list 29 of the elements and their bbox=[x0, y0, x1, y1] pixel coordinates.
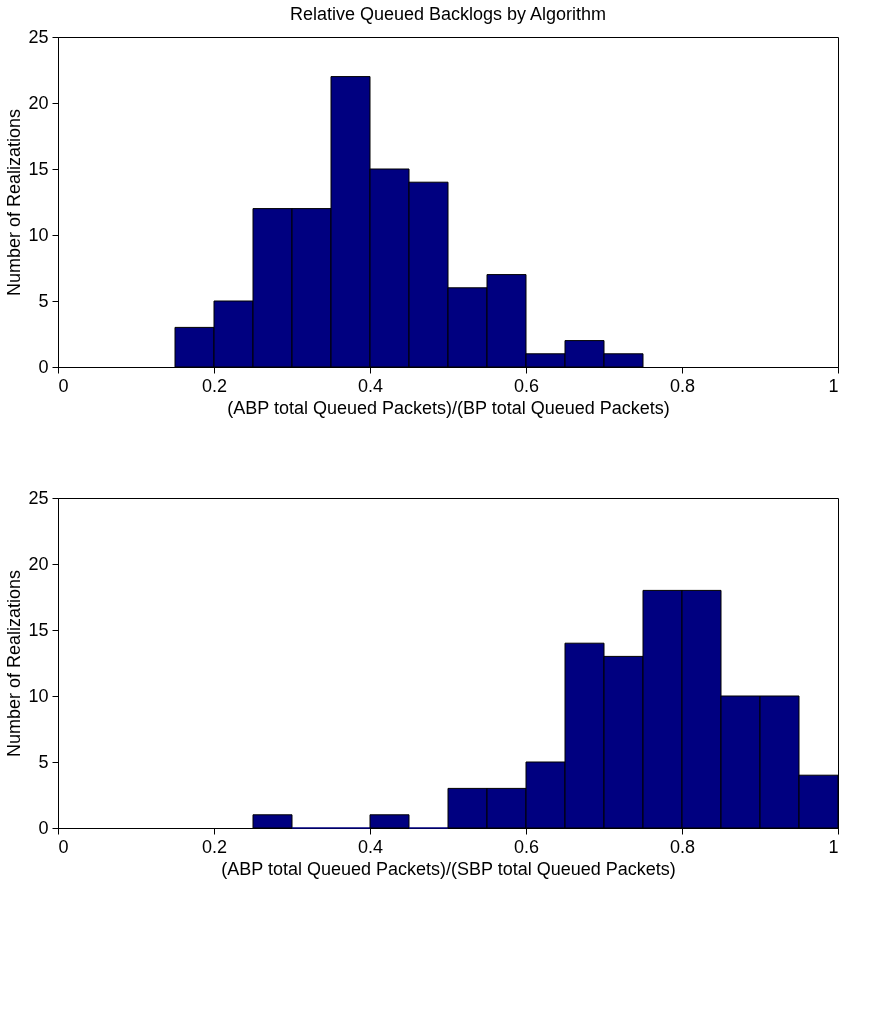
y-tick-label: 25 bbox=[28, 487, 49, 508]
y-tick-label: 25 bbox=[28, 26, 49, 47]
x-tick-label: 1 bbox=[828, 375, 839, 396]
y-tick-label: 0 bbox=[38, 817, 49, 838]
y-tick-label: 20 bbox=[28, 553, 49, 574]
y-tick-label: 15 bbox=[28, 158, 49, 179]
x-tick-label: 0.8 bbox=[669, 836, 696, 857]
y-tick-label: 15 bbox=[28, 619, 49, 640]
x-tick-label: 0.4 bbox=[357, 375, 384, 396]
x-tick-label: 0 bbox=[58, 375, 69, 396]
x-axis-title: (ABP total Queued Packets)/(SBP total Queued Packets) bbox=[221, 858, 676, 879]
x-tick-label: 1 bbox=[828, 836, 839, 857]
y-axis-title: Number of Realizations bbox=[4, 569, 25, 758]
x-tick-label: 0.2 bbox=[201, 375, 228, 396]
x-tick-label: 0.4 bbox=[357, 836, 384, 857]
x-tick-label: 0.8 bbox=[669, 375, 696, 396]
x-tick-label: 0.6 bbox=[513, 836, 540, 857]
x-tick-label: 0 bbox=[58, 836, 69, 857]
x-tick-label: 0.2 bbox=[201, 836, 228, 857]
y-tick-label: 20 bbox=[28, 92, 49, 113]
y-tick-label: 0 bbox=[38, 356, 49, 377]
y-tick-label: 5 bbox=[38, 290, 49, 311]
y-tick-label: 10 bbox=[28, 224, 49, 245]
x-axis-title: (ABP total Queued Packets)/(BP total Queued Packets) bbox=[227, 397, 670, 418]
chart-title: Relative Queued Backlogs by Algorithm bbox=[289, 4, 607, 24]
x-tick-label: 0.6 bbox=[513, 375, 540, 396]
y-axis-title: Number of Realizations bbox=[4, 108, 25, 297]
y-tick-label: 5 bbox=[38, 751, 49, 772]
y-tick-label: 10 bbox=[28, 685, 49, 706]
